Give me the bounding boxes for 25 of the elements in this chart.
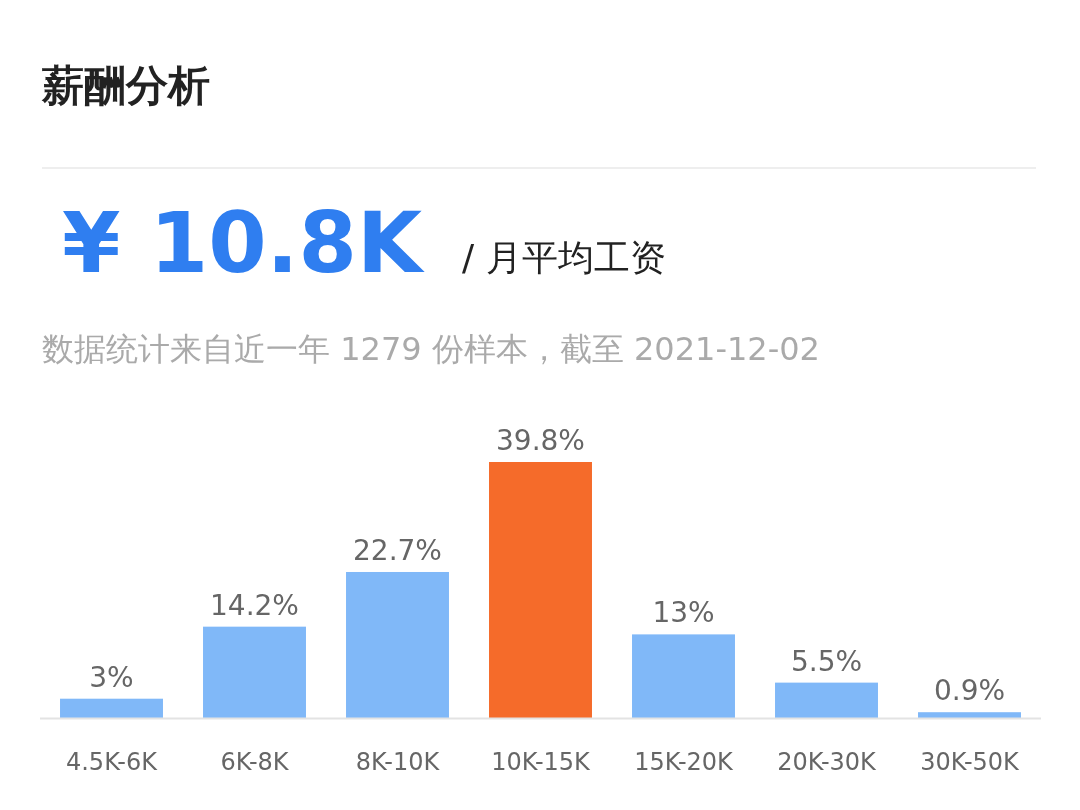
data-label: 5.5% (790, 644, 863, 678)
text: / 月平均工资 (462, 237, 666, 278)
data-label: 39.8% (496, 424, 585, 457)
data-label: 22.7% (353, 533, 442, 567)
bar (918, 712, 1021, 718)
bar (203, 626, 306, 718)
data-label: 13% (652, 596, 715, 630)
text: ¥ 10.8K (62, 194, 425, 292)
data-label: 3% (89, 660, 134, 694)
bar (346, 571, 449, 718)
data-label: 14.2% (210, 588, 299, 622)
bar (632, 634, 735, 718)
x-tick-label: 30K-50K (920, 748, 1021, 776)
bar (60, 698, 163, 718)
chart-title: 薪酬分析 (41, 61, 210, 110)
chart-subtitle: 数据统计来自近一年 1279 份样本，截至 2021-12-02 (42, 330, 820, 368)
x-tick-label: 10K-15K (491, 748, 592, 776)
x-tick-label: 15K-20K (634, 748, 735, 776)
data-label: 0.9% (933, 674, 1006, 708)
x-tick-label: 4.5K-6K (65, 748, 159, 776)
x-tick-label: 6K-8K (220, 748, 290, 776)
bar (775, 682, 878, 718)
bar (489, 462, 592, 718)
x-tick-label: 8K-10K (355, 748, 441, 776)
x-tick-label: 20K-30K (777, 748, 878, 776)
